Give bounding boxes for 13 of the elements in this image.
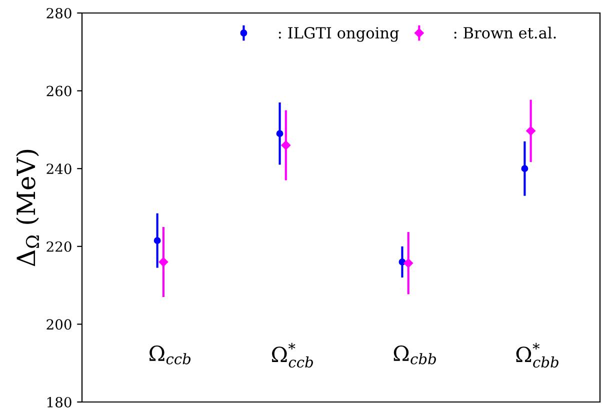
x-tick-label: Ω$_{cbb}$	[394, 345, 436, 364]
legend-label: : Brown et.al.	[454, 26, 556, 39]
y-tick-label: 280	[46, 8, 72, 18]
y-axis-title: Δ$_{Ω}$ (MeV)	[16, 150, 39, 266]
x-tick-label: Ω$^{*}$$_{cbb}$	[516, 342, 558, 368]
y-tick-label: 180	[47, 396, 72, 408]
x-tick-label: Ω$^{*}$$_{ccb}$	[272, 342, 313, 368]
y-tick-label: 220	[46, 241, 72, 252]
legend-label: : ILGTI ongoing	[278, 27, 399, 42]
y-tick-label: 240	[46, 164, 72, 174]
y-tick-label: 260	[46, 86, 72, 96]
x-tick-label: Ω$_{ccb}$	[150, 345, 190, 364]
y-tick-label: 200	[46, 319, 72, 330]
